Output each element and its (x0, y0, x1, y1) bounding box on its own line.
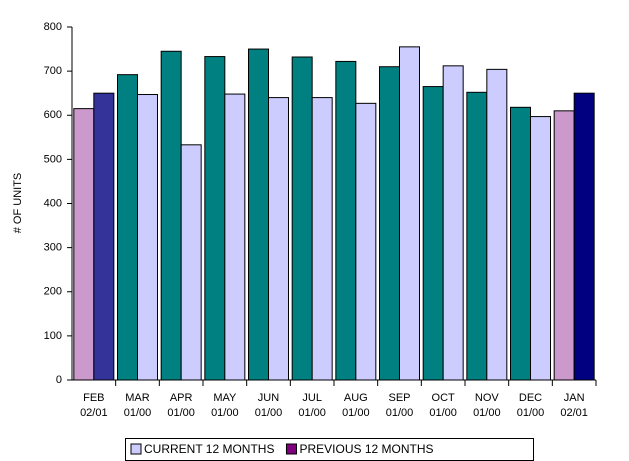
y-tick-label: 800 (44, 21, 62, 33)
bar (311, 97, 333, 381)
legend-swatch (130, 443, 142, 455)
bar (442, 65, 464, 381)
x-tick-label: MAY (213, 392, 237, 404)
bar (204, 56, 226, 381)
legend-label: CURRENT 12 MONTHS (144, 442, 274, 456)
x-tick-label: OCT (432, 392, 456, 404)
bar (486, 68, 508, 381)
bar (399, 46, 420, 381)
legend-swatch (285, 443, 297, 455)
bar (335, 60, 357, 381)
x-tick-label: 01/00 (255, 407, 283, 419)
x-tick-label: FEB (83, 392, 104, 404)
bar (180, 144, 202, 381)
bar (117, 74, 138, 381)
x-tick-label: JAN (564, 392, 585, 404)
bar (510, 106, 531, 381)
x-tick-label: 01/00 (167, 407, 195, 419)
x-tick-label: JUL (302, 392, 322, 404)
x-tick-label: JUN (258, 392, 279, 404)
bar (422, 86, 444, 381)
y-tick-label: 0 (56, 374, 62, 386)
x-tick-label: APR (170, 392, 193, 404)
legend-label: PREVIOUS 12 MONTHS (299, 442, 433, 456)
bar (137, 94, 158, 381)
x-tick-label: 01/00 (473, 407, 501, 419)
y-tick-label: 300 (44, 242, 62, 254)
bar (224, 93, 246, 381)
x-tick-label: 01/00 (342, 407, 370, 419)
bar (379, 66, 400, 381)
x-tick-label: 01/00 (517, 407, 545, 419)
bar (553, 110, 575, 381)
x-tick-label: MAR (125, 392, 150, 404)
bar (160, 50, 182, 381)
y-tick-label: 100 (44, 330, 62, 342)
bar (355, 102, 377, 381)
x-tick-label: AUG (344, 392, 368, 404)
x-tick-label: 01/00 (429, 407, 457, 419)
bar (466, 91, 488, 381)
bar (573, 92, 595, 381)
x-tick-label: 01/00 (211, 407, 239, 419)
x-tick-label: SEP (388, 392, 410, 404)
y-axis-title: # OF UNITS (12, 173, 24, 234)
x-tick-label: 01/00 (386, 407, 414, 419)
x-tick-label: 02/01 (560, 407, 588, 419)
x-tick-label: 01/00 (298, 407, 326, 419)
bar (248, 48, 269, 381)
y-tick-label: 200 (44, 286, 62, 298)
x-tick-label: 01/00 (124, 407, 152, 419)
bar (73, 108, 95, 381)
x-tick-label: DEC (519, 392, 542, 404)
bar (291, 56, 313, 381)
y-tick-label: 700 (44, 65, 62, 77)
y-tick-label: 400 (44, 197, 62, 209)
bar (93, 92, 115, 381)
y-tick-label: 500 (44, 153, 62, 165)
y-tick-label: 600 (44, 109, 62, 121)
bar (268, 97, 289, 381)
x-tick-label: 02/01 (80, 407, 108, 419)
bar (530, 116, 551, 381)
x-tick-label: NOV (475, 392, 500, 404)
